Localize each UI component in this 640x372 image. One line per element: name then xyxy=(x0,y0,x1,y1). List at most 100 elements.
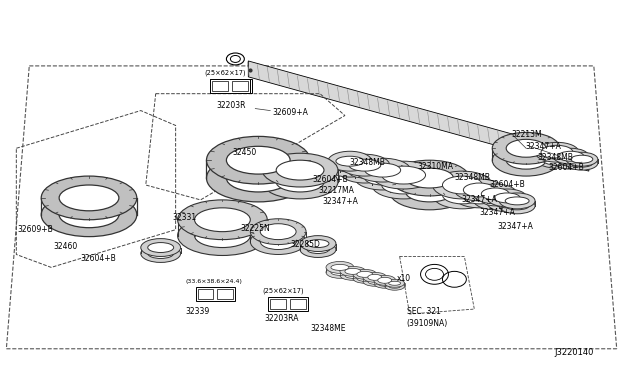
Text: x10: x10 xyxy=(397,274,411,283)
Ellipse shape xyxy=(494,193,520,203)
Ellipse shape xyxy=(374,275,396,285)
Ellipse shape xyxy=(571,159,593,167)
Ellipse shape xyxy=(353,273,377,283)
Ellipse shape xyxy=(553,148,589,164)
Text: (33.6×38.6×24.4): (33.6×38.6×24.4) xyxy=(186,279,243,284)
Text: 32460: 32460 xyxy=(53,241,77,251)
Ellipse shape xyxy=(494,198,520,208)
Text: (39109NA): (39109NA) xyxy=(406,319,448,328)
Ellipse shape xyxy=(141,244,180,262)
Ellipse shape xyxy=(368,274,381,280)
Ellipse shape xyxy=(388,281,401,285)
Text: 32348MB: 32348MB xyxy=(537,153,573,162)
Ellipse shape xyxy=(355,166,411,190)
Bar xyxy=(198,289,214,299)
Text: 32609+A: 32609+A xyxy=(272,108,308,116)
Ellipse shape xyxy=(474,184,517,204)
Text: SEC. 321: SEC. 321 xyxy=(406,307,440,316)
Ellipse shape xyxy=(357,275,372,281)
Bar xyxy=(211,79,252,93)
Ellipse shape xyxy=(148,243,173,253)
Ellipse shape xyxy=(250,229,306,254)
Ellipse shape xyxy=(566,156,598,170)
Ellipse shape xyxy=(492,132,560,164)
Text: 32213M: 32213M xyxy=(511,131,542,140)
Bar xyxy=(232,81,248,91)
Ellipse shape xyxy=(340,161,390,183)
Text: 32285D: 32285D xyxy=(290,240,320,248)
Ellipse shape xyxy=(349,159,381,171)
Ellipse shape xyxy=(454,179,504,201)
Ellipse shape xyxy=(433,171,492,199)
Ellipse shape xyxy=(148,248,173,259)
Ellipse shape xyxy=(492,144,560,176)
Ellipse shape xyxy=(141,238,180,256)
Ellipse shape xyxy=(331,269,349,275)
Ellipse shape xyxy=(474,190,517,210)
Ellipse shape xyxy=(340,270,366,280)
Text: 32348MB: 32348MB xyxy=(350,158,386,167)
Ellipse shape xyxy=(558,151,584,161)
Ellipse shape xyxy=(406,182,453,202)
Ellipse shape xyxy=(390,174,469,210)
Ellipse shape xyxy=(227,164,290,192)
Ellipse shape xyxy=(388,284,401,288)
Ellipse shape xyxy=(463,183,495,197)
Ellipse shape xyxy=(487,189,527,207)
Ellipse shape xyxy=(541,145,573,159)
Ellipse shape xyxy=(406,168,453,188)
Ellipse shape xyxy=(300,235,336,251)
Text: 32347+A: 32347+A xyxy=(322,197,358,206)
Ellipse shape xyxy=(535,148,579,168)
Ellipse shape xyxy=(41,193,137,237)
Ellipse shape xyxy=(349,166,381,178)
Ellipse shape xyxy=(506,151,546,169)
Ellipse shape xyxy=(374,278,396,288)
Ellipse shape xyxy=(300,241,336,257)
Ellipse shape xyxy=(372,161,435,189)
Bar xyxy=(212,81,228,91)
Ellipse shape xyxy=(365,171,401,185)
Ellipse shape xyxy=(442,176,483,194)
Ellipse shape xyxy=(505,202,529,210)
Ellipse shape xyxy=(59,185,119,211)
Ellipse shape xyxy=(378,277,392,283)
Ellipse shape xyxy=(487,194,527,212)
Ellipse shape xyxy=(340,266,366,276)
Ellipse shape xyxy=(365,163,401,177)
Ellipse shape xyxy=(276,172,324,192)
Text: 32604+B: 32604+B xyxy=(548,163,584,172)
Text: 32450: 32450 xyxy=(232,148,257,157)
Ellipse shape xyxy=(558,156,584,166)
Text: 32225N: 32225N xyxy=(241,224,270,233)
Bar xyxy=(270,299,286,309)
Ellipse shape xyxy=(481,188,509,200)
Ellipse shape xyxy=(227,146,290,174)
Ellipse shape xyxy=(381,166,426,184)
Bar xyxy=(196,287,236,301)
Text: 32203RA: 32203RA xyxy=(264,314,299,323)
Ellipse shape xyxy=(541,151,573,165)
Ellipse shape xyxy=(250,219,306,244)
Ellipse shape xyxy=(328,157,372,177)
Ellipse shape xyxy=(262,153,338,187)
Text: 32347+A: 32347+A xyxy=(497,222,533,231)
Ellipse shape xyxy=(307,246,329,253)
Ellipse shape xyxy=(463,190,495,204)
Ellipse shape xyxy=(345,268,361,274)
Ellipse shape xyxy=(553,153,589,169)
Ellipse shape xyxy=(363,276,387,286)
Ellipse shape xyxy=(499,193,535,209)
Ellipse shape xyxy=(368,278,381,284)
Ellipse shape xyxy=(307,240,329,247)
Ellipse shape xyxy=(260,224,296,240)
Ellipse shape xyxy=(505,197,529,205)
Ellipse shape xyxy=(566,152,598,166)
Ellipse shape xyxy=(353,269,377,279)
Ellipse shape xyxy=(378,280,392,286)
Ellipse shape xyxy=(260,234,296,250)
Text: 32347+A: 32347+A xyxy=(479,208,515,217)
Ellipse shape xyxy=(262,165,338,199)
Ellipse shape xyxy=(481,194,509,206)
Text: J3220140: J3220140 xyxy=(554,348,594,357)
